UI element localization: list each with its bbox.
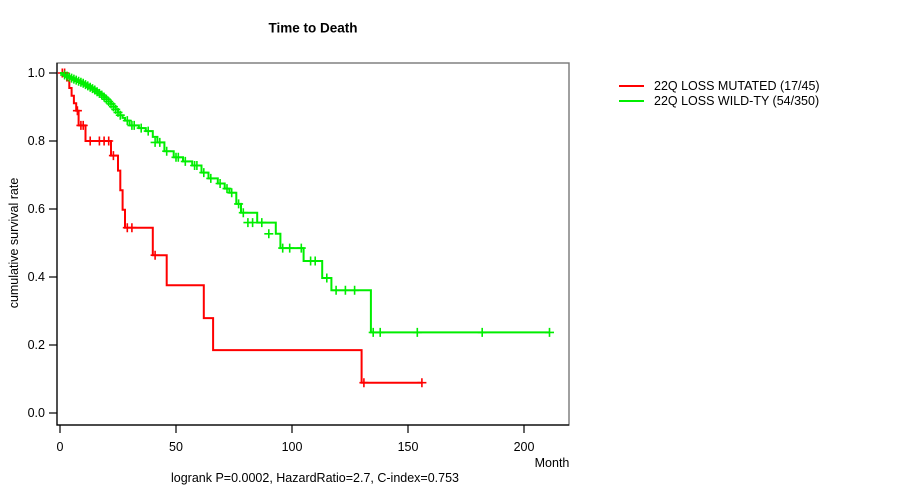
censor-mark — [199, 168, 209, 178]
censor-mark — [192, 161, 202, 170]
axis-lines — [56, 63, 569, 426]
censor-mark — [180, 156, 190, 166]
censor-mark — [359, 378, 369, 388]
censor-mark — [85, 136, 95, 146]
y-tick-label: 0.8 — [28, 134, 45, 148]
censor-mark — [340, 285, 350, 295]
censor-mark — [375, 327, 385, 337]
x-tick-label: 0 — [57, 440, 64, 454]
censor-mark — [238, 208, 248, 218]
x-tick-label: 50 — [169, 440, 183, 454]
censor-mark — [227, 188, 237, 198]
x-tick-label: 150 — [398, 440, 419, 454]
censor-mark — [417, 378, 427, 388]
censor-mark — [150, 250, 160, 260]
legend-line-mutated — [619, 85, 644, 88]
censor-mark — [122, 116, 132, 126]
y-tick-label: 0.4 — [28, 270, 45, 284]
censor-mark — [129, 120, 139, 130]
statistics-annotation: logrank P=0.0002, HazardRatio=2.7, C-ind… — [170, 471, 460, 485]
censor-mark — [350, 285, 360, 295]
censor-mark — [296, 243, 306, 253]
censor-mark — [72, 106, 82, 116]
x-axis-title: Month — [534, 456, 570, 470]
plot-border — [56, 62, 570, 426]
censor-mark — [477, 327, 487, 337]
censor-mark — [248, 218, 258, 228]
y-tick-label: 0.6 — [28, 202, 45, 216]
legend-item-mutated: 22Q LOSS MUTATED (17/45) — [619, 79, 820, 94]
legend-line-wildtype — [619, 99, 644, 102]
x-tick-label: 200 — [514, 440, 535, 454]
x-tick-label: 100 — [282, 440, 303, 454]
legend-item-wildtype: 22Q LOSS WILD-TY (54/350) — [619, 94, 820, 109]
censor-mark — [115, 110, 125, 120]
y-tick-label: 0.0 — [28, 406, 45, 420]
censor-mark — [264, 229, 274, 239]
censor-mark — [215, 179, 225, 188]
survival-curve-mutated — [60, 72, 422, 384]
y-tick-label: 1.0 — [28, 66, 45, 80]
censor-mark — [127, 223, 137, 233]
censor-mark — [285, 243, 295, 253]
censor-mark — [206, 173, 216, 183]
censor-mark — [162, 146, 172, 156]
censor-mark — [78, 120, 88, 130]
censor-mark — [222, 184, 232, 194]
censor-mark — [545, 327, 554, 337]
censor-mark — [322, 273, 332, 283]
chart-title: Time to Death — [268, 20, 358, 36]
censor-mark — [143, 126, 153, 136]
y-axis-title: cumulative survival rate — [7, 177, 21, 309]
censor-mark — [234, 199, 244, 209]
censor-mark — [108, 151, 118, 161]
censor-mark — [136, 123, 146, 133]
legend: 22Q LOSS MUTATED (17/45) 22Q LOSS WILD-T… — [619, 79, 820, 108]
censor-mark — [104, 136, 114, 146]
censor-mark — [257, 218, 267, 228]
y-tick-label: 0.2 — [28, 338, 45, 352]
censor-mark — [173, 152, 183, 162]
survival-curve-wildtype — [60, 72, 550, 334]
censor-mark — [331, 285, 341, 295]
legend-label-mutated: 22Q LOSS MUTATED (17/45) — [654, 79, 820, 94]
censor-mark — [412, 327, 422, 337]
legend-label-wildtype: 22Q LOSS WILD-TY (54/350) — [654, 93, 820, 108]
censor-mark — [155, 137, 165, 147]
censor-mark — [310, 256, 320, 266]
